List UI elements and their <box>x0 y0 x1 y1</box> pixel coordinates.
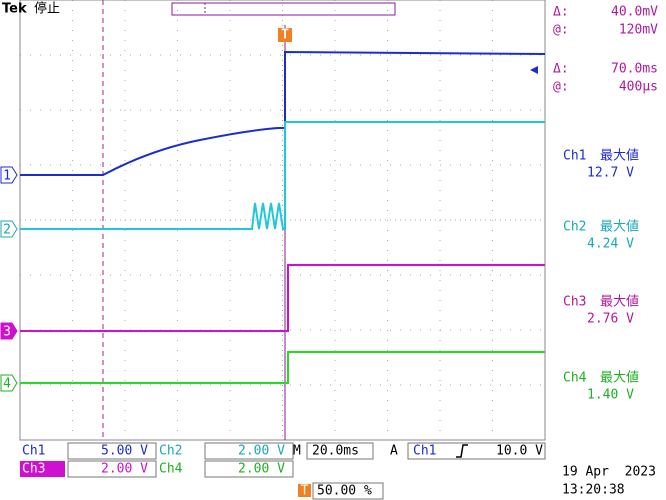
cursor-label: Δ: <box>553 62 569 77</box>
channel-marker-label: 3 <box>3 325 11 340</box>
measurement-channel: Ch3 <box>563 295 586 310</box>
trigger-pos-box <box>312 482 384 500</box>
channel-name: Ch3 <box>22 462 45 477</box>
channel-marker <box>0 220 18 238</box>
date: 19 Apr 2023 <box>562 465 656 480</box>
channel-name: Ch1 <box>22 444 45 459</box>
channel-tag <box>157 461 202 477</box>
channel-tag <box>157 443 202 459</box>
trigger-source: Ch1 <box>413 444 436 459</box>
channel-marker-label: 1 <box>3 169 11 184</box>
cursor-value: 400µs <box>619 80 658 95</box>
ch1-trace <box>20 50 546 176</box>
run-status: 停止 <box>34 1 60 17</box>
channel-name: Ch4 <box>159 462 183 477</box>
record-bar <box>171 2 396 16</box>
trigger-marker-label: T <box>281 28 289 43</box>
time: 13:20:38 <box>562 483 625 498</box>
channel-tag <box>20 443 65 459</box>
measurement-label: 最大値 <box>600 294 639 310</box>
channel-markers: 1 2 3 4 <box>0 166 18 392</box>
trigger-position: 50.00 % <box>317 484 372 499</box>
trigger-level: 10.0 V <box>496 444 543 459</box>
measurement-value: 4.24 V <box>587 237 634 252</box>
channel-name: Ch2 <box>159 444 182 459</box>
timebase-label: M <box>293 444 301 459</box>
measurement-value: 2.76 V <box>587 312 634 327</box>
ch3-trace <box>20 264 545 332</box>
channel-marker <box>0 374 18 392</box>
cursor-value: 40.0mV <box>611 5 658 20</box>
channel-tag <box>20 461 65 477</box>
trigger-box <box>407 442 546 460</box>
readout-panel: Δ: 40.0mV @: 120mV Δ: 70.0ms @: 400µs Ch1 最大値 12.7… <box>553 5 658 403</box>
graticule-border <box>19 0 546 441</box>
level-marker <box>530 66 538 74</box>
ch4-trace <box>20 351 545 384</box>
trigger-slope <box>456 444 468 458</box>
cursor-label: @: <box>553 80 569 95</box>
scale-box <box>204 460 294 478</box>
trigger-marker <box>278 28 292 42</box>
measurement-label: 最大値 <box>600 219 639 235</box>
scale-box <box>204 442 294 460</box>
cursor-label: @: <box>553 23 569 38</box>
timebase-box <box>306 442 374 460</box>
measurement-channel: Ch1 <box>563 149 586 164</box>
trigger-pos-icon-label: T <box>301 484 309 499</box>
channel-scale: 2.00 V <box>101 462 148 477</box>
measurement-channel: Ch4 <box>563 371 587 386</box>
measurement-label: 最大値 <box>600 148 639 164</box>
cursor-label: Δ: <box>553 5 569 20</box>
channel-marker-label: 2 <box>3 223 11 238</box>
trigger-mode: A <box>390 444 398 459</box>
measurement-value: 12.7 V <box>587 166 634 181</box>
scale-box <box>67 442 157 460</box>
measurement-value: 1.40 V <box>587 388 634 403</box>
cursor-value: 120mV <box>619 23 658 38</box>
measurement-channel: Ch2 <box>563 220 586 235</box>
channel-scale: 5.00 V <box>101 444 148 459</box>
timebase: 20.0ms <box>312 444 359 459</box>
status-bar: Ch1 5.00 V Ch2 2.00 V Ch3 2.00 V Ch4 2.00 V M 20.… <box>20 442 656 500</box>
channel-marker-label: 4 <box>3 377 11 392</box>
measurement-label: 最大値 <box>600 370 639 386</box>
ch2-trace <box>20 121 545 230</box>
scale-box <box>67 460 157 478</box>
channel-scale: 2.00 V <box>238 462 285 477</box>
trigger-pos-icon <box>298 484 311 497</box>
channel-marker <box>0 322 18 340</box>
cursor-value: 70.0ms <box>611 62 658 77</box>
brand: Tek <box>2 2 27 17</box>
channel-marker <box>0 166 18 184</box>
channel-scale: 2.00 V <box>238 444 285 459</box>
